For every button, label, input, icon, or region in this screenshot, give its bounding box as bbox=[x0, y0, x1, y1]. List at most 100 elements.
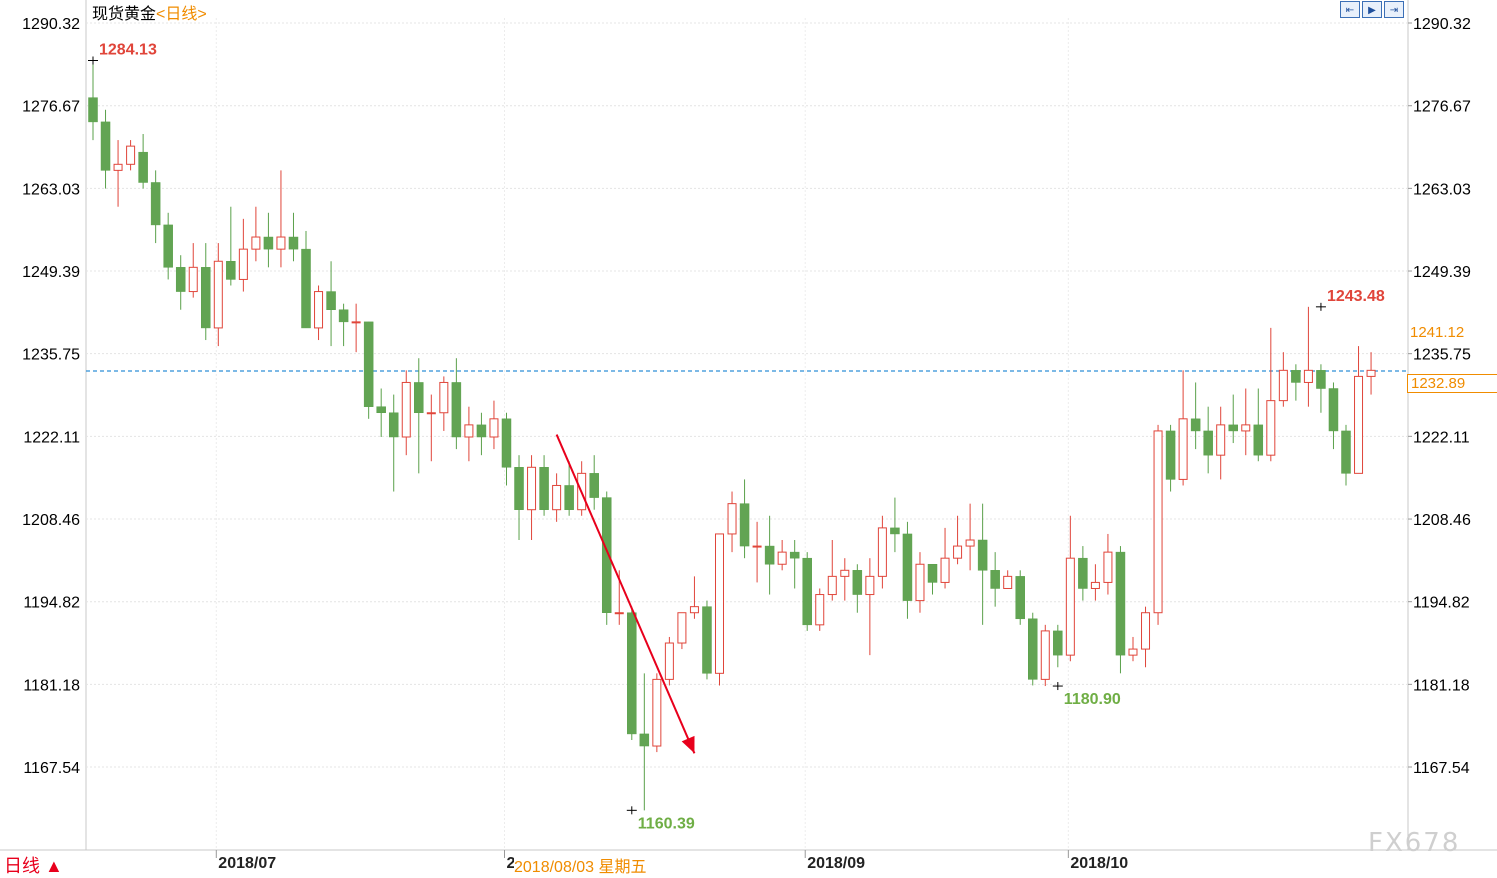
candle-body-down bbox=[1291, 370, 1301, 383]
candle-body-down bbox=[539, 467, 549, 510]
play-icon[interactable]: ▶ bbox=[1362, 1, 1382, 18]
candle-body-up bbox=[752, 545, 762, 548]
candle bbox=[601, 491, 612, 625]
y-tick-label-right: 1249.39 bbox=[1413, 264, 1471, 281]
candle bbox=[1241, 388, 1251, 456]
y-tick-label-left: 1249.39 bbox=[22, 264, 80, 281]
zoom-out-icon[interactable]: ⇤ bbox=[1340, 1, 1360, 18]
candle bbox=[175, 255, 186, 310]
candle-body-down bbox=[163, 224, 173, 268]
candle-body-up bbox=[827, 575, 837, 596]
candle bbox=[1354, 346, 1364, 474]
candle bbox=[1103, 533, 1113, 595]
candle bbox=[827, 540, 837, 601]
y-tick-label-left: 1194.82 bbox=[23, 595, 80, 612]
candle bbox=[351, 303, 361, 353]
y-tick-label-right: 1235.75 bbox=[1413, 347, 1471, 364]
candle-body-down bbox=[1015, 576, 1025, 620]
candle bbox=[1153, 424, 1163, 625]
candle-body-down bbox=[601, 497, 612, 613]
trend-arrow-shaft bbox=[555, 434, 696, 754]
candle-body-up bbox=[426, 412, 436, 415]
candle bbox=[1216, 406, 1226, 480]
candle bbox=[953, 515, 963, 565]
instrument-name: 现货黄金 bbox=[92, 6, 157, 23]
high-annotation: 1243.48 bbox=[1327, 288, 1385, 305]
candle bbox=[213, 243, 223, 347]
candle-body-up bbox=[113, 163, 123, 171]
candle-body-up bbox=[188, 266, 198, 293]
candle-body-down bbox=[802, 557, 812, 626]
y-tick-label-left: 1276.67 bbox=[22, 99, 80, 116]
y-tick-label-left: 1290.32 bbox=[22, 16, 80, 33]
candle-body-up bbox=[965, 539, 975, 547]
y-tick-label-left: 1208.46 bbox=[22, 512, 80, 529]
y-tick-label-left: 1222.11 bbox=[23, 429, 80, 446]
candle-body-up bbox=[777, 551, 787, 565]
candle-body-up bbox=[1090, 581, 1100, 589]
candle-body-down bbox=[639, 733, 650, 747]
candle-body-up bbox=[652, 678, 662, 747]
candle-body-down bbox=[977, 539, 988, 571]
candle bbox=[1115, 546, 1126, 674]
candle bbox=[652, 673, 662, 753]
period-selector[interactable]: 日线 ▲ bbox=[4, 856, 63, 876]
candle-body-down bbox=[902, 533, 913, 601]
y-tick-label-left: 1235.75 bbox=[22, 347, 80, 364]
candle-body-up bbox=[1065, 557, 1075, 656]
candle bbox=[589, 455, 599, 510]
candle bbox=[702, 600, 712, 680]
candle bbox=[764, 515, 775, 595]
candle-body-up bbox=[1128, 648, 1138, 656]
candle-body-up bbox=[314, 291, 324, 329]
candle-body-up bbox=[1266, 400, 1276, 456]
candle-body-down bbox=[1115, 551, 1126, 656]
high-annotation: 1284.13 bbox=[99, 42, 157, 59]
candle bbox=[276, 170, 286, 268]
candle bbox=[1341, 424, 1351, 486]
hover-date-label: 2018/08/03 星期五 bbox=[514, 853, 653, 877]
candle-body-down bbox=[739, 503, 750, 547]
y-tick-label-right: 1290.32 bbox=[1413, 16, 1471, 33]
y-tick-label-right: 1181.18 bbox=[1413, 677, 1470, 694]
candle bbox=[326, 261, 336, 347]
candle-body-down bbox=[1316, 370, 1326, 389]
candle-body-up bbox=[552, 484, 562, 511]
candle bbox=[689, 576, 699, 619]
candle-body-up bbox=[1141, 612, 1151, 650]
candle bbox=[489, 400, 499, 450]
y-tick-label-right: 1276.67 bbox=[1413, 99, 1471, 116]
candle bbox=[564, 461, 574, 516]
candle-body-down bbox=[288, 236, 299, 250]
candle-body-up bbox=[664, 642, 674, 680]
chart-toolbar: ⇤ ▶ ⇥ bbox=[1340, 1, 1404, 18]
candle bbox=[138, 134, 148, 189]
candle-body-down bbox=[1341, 430, 1351, 474]
candle-body-down bbox=[1165, 430, 1176, 480]
candle bbox=[464, 406, 474, 462]
candle-body-up bbox=[276, 236, 286, 250]
candle bbox=[1015, 570, 1025, 625]
candle bbox=[376, 388, 386, 437]
candle bbox=[150, 170, 161, 244]
y-axis-left: 1290.32 1276.67 1263.03 1249.39 1235.75 1222.… bbox=[22, 16, 80, 777]
candle-body-up bbox=[401, 381, 411, 438]
candle-body-up bbox=[527, 466, 537, 511]
candle bbox=[263, 212, 274, 268]
candle-body-down bbox=[1203, 430, 1213, 456]
candle bbox=[664, 636, 674, 686]
candle-body-up bbox=[815, 594, 825, 626]
candle-body-down bbox=[1190, 418, 1201, 432]
candle bbox=[113, 140, 123, 207]
candle-body-down bbox=[764, 545, 775, 565]
forward-icon[interactable]: ⇥ bbox=[1384, 1, 1404, 18]
candle bbox=[715, 533, 724, 686]
candle bbox=[163, 212, 173, 280]
candle-body-down bbox=[927, 563, 938, 583]
candle-body-up bbox=[877, 527, 887, 577]
candle-body-up bbox=[213, 260, 223, 329]
candle bbox=[201, 243, 211, 341]
candle bbox=[514, 455, 524, 541]
candle bbox=[965, 503, 975, 571]
